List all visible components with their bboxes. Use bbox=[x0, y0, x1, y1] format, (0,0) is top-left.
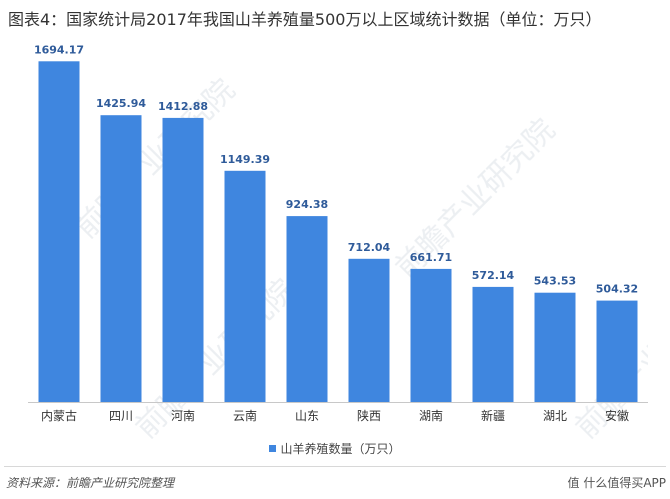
x-tick-label-四川: 四川 bbox=[109, 409, 133, 423]
source-note: 资料来源：前瞻产业研究院整理 bbox=[6, 476, 175, 490]
bars-group bbox=[38, 61, 638, 403]
chart-title: 图表4：国家统计局2017年我国山羊养殖量500万以上区域统计数据（单位：万只） bbox=[8, 10, 602, 29]
legend-label: 山羊养殖数量（万只） bbox=[280, 442, 401, 456]
x-tick-label-陕西: 陕西 bbox=[357, 408, 381, 423]
value-label-山东: 924.38 bbox=[286, 198, 328, 211]
footer-divider bbox=[4, 466, 666, 467]
value-label-云南: 1149.39 bbox=[220, 153, 270, 166]
value-label-内蒙古: 1694.17 bbox=[34, 43, 84, 56]
svg-text:前瞻产业研究院: 前瞻产业研究院 bbox=[129, 272, 302, 445]
value-label-四川: 1425.94 bbox=[96, 97, 146, 110]
x-tick-label-山东: 山东 bbox=[295, 409, 319, 423]
svg-text:前瞻产业研究院: 前瞻产业研究院 bbox=[69, 72, 242, 245]
bar-湖北 bbox=[534, 292, 576, 402]
x-tick-label-湖南: 湖南 bbox=[419, 408, 443, 423]
chart-legend: 山羊养殖数量（万只） bbox=[0, 440, 670, 457]
x-tick-label-湖北: 湖北 bbox=[543, 408, 567, 423]
x-tick-label-新疆: 新疆 bbox=[481, 408, 505, 423]
bar-新疆 bbox=[472, 286, 514, 402]
x-tick-label-云南: 云南 bbox=[233, 408, 257, 423]
x-tick-label-河南: 河南 bbox=[171, 408, 195, 423]
value-label-安徽: 504.32 bbox=[596, 283, 638, 296]
bar-湖南 bbox=[410, 268, 452, 402]
legend-swatch bbox=[269, 445, 277, 452]
value-label-新疆: 572.14 bbox=[472, 269, 515, 282]
bar-chart-plot: 前瞻产业研究院 前瞻产业研究院 前瞻产业研究院 前瞻产业 1694.171425… bbox=[28, 43, 648, 446]
bar-安徽 bbox=[596, 300, 638, 402]
value-label-陕西: 712.04 bbox=[348, 241, 391, 254]
value-label-湖南: 661.71 bbox=[410, 251, 452, 264]
x-tick-labels-group: 内蒙古 四川 河南 云南 山东 陕西 湖南 新疆 湖北 安徽 bbox=[41, 408, 629, 423]
value-label-河南: 1412.88 bbox=[158, 100, 208, 113]
value-labels-group: 1694.17 1425.94 1412.88 1149.39 924.38 712.04… bbox=[34, 43, 638, 295]
bar-山东 bbox=[286, 216, 328, 402]
bar-河南 bbox=[162, 117, 204, 403]
x-tick-label-安徽: 安徽 bbox=[605, 408, 629, 423]
bar-陕西 bbox=[348, 258, 390, 402]
brand-watermark: 值 什么值得买APP bbox=[567, 476, 667, 490]
value-label-湖北: 543.53 bbox=[534, 275, 576, 288]
bar-云南 bbox=[224, 170, 266, 402]
x-tick-label-内蒙古: 内蒙古 bbox=[41, 408, 77, 423]
bar-内蒙古 bbox=[38, 61, 80, 403]
bar-四川 bbox=[100, 115, 142, 402]
